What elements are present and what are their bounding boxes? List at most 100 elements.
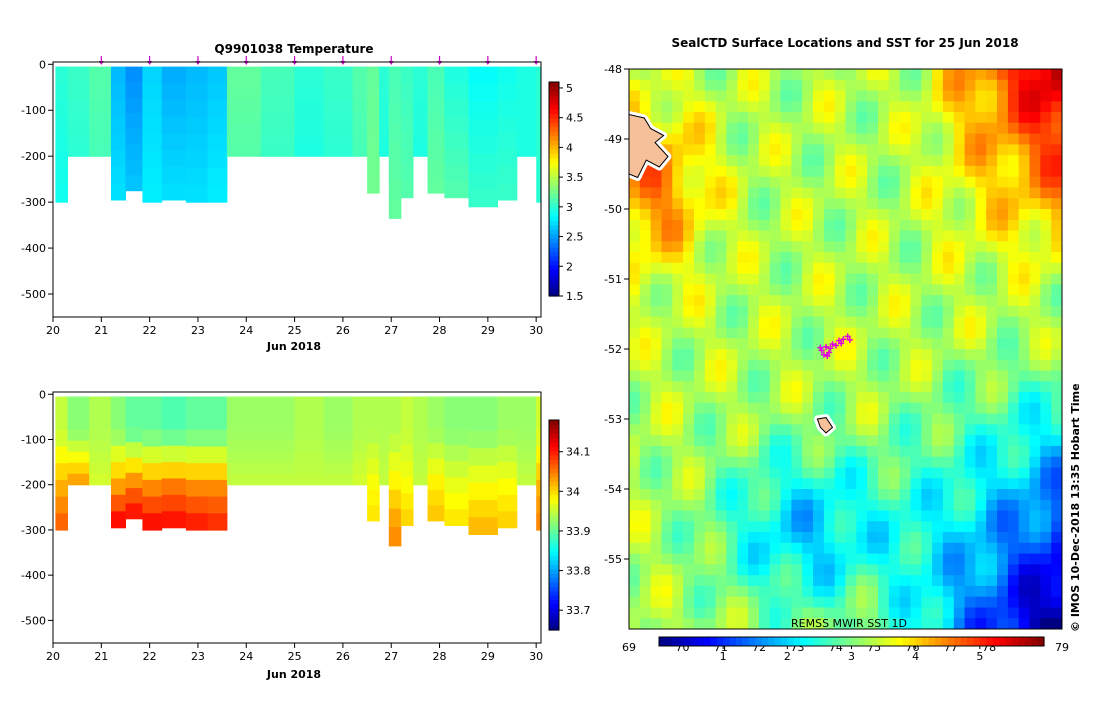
sst-cell (1007, 596, 1020, 609)
sst-cell (986, 349, 998, 361)
sst-cell (997, 327, 1009, 339)
profile-cell (367, 427, 380, 444)
sst-cell (802, 176, 814, 189)
profile-cell (444, 493, 470, 510)
sst-cell (802, 564, 814, 576)
sst-cell (748, 521, 760, 533)
sst-cell (758, 144, 771, 156)
sst-cell (639, 252, 652, 264)
sst-cell (867, 499, 879, 512)
profile-cell (294, 100, 325, 112)
sst-cell (758, 456, 771, 469)
sst-cell (856, 402, 868, 415)
sst-cell (813, 155, 825, 167)
sst-cell (737, 445, 749, 458)
colorbar-segment (716, 637, 724, 646)
sst-cell (878, 521, 890, 533)
sst-cell (888, 165, 901, 178)
colorbar-segment (954, 637, 962, 646)
sst-cell (964, 392, 976, 404)
sst-cell (780, 381, 792, 393)
profile-cell (67, 77, 90, 90)
profile-cell (207, 413, 228, 431)
profile-cell (379, 473, 390, 486)
sst-cell (694, 155, 706, 167)
sst-cell (932, 209, 944, 221)
sst-cell (899, 499, 911, 512)
sst-cell (867, 349, 879, 361)
sst-cell (683, 165, 695, 178)
profile-cell (367, 458, 380, 475)
sst-cell (748, 176, 760, 189)
colorbar-segment (549, 229, 559, 235)
profile-cell (367, 177, 380, 194)
sst-cell (758, 219, 771, 232)
sst-cell (650, 585, 662, 598)
sst-cell (813, 478, 825, 490)
sst-cell (932, 219, 944, 232)
sst-cell (629, 532, 641, 544)
sst-cell (1007, 510, 1020, 522)
sst-cell (791, 402, 803, 415)
sst-row (629, 564, 1062, 576)
profile-cell (89, 396, 112, 409)
sst-cell (704, 456, 717, 469)
sst-cell (823, 79, 836, 92)
sst-cell (932, 467, 944, 479)
sst-cell (942, 69, 955, 81)
sst-cell (856, 489, 868, 501)
sst-cell (986, 381, 998, 393)
sst-cell (694, 618, 706, 629)
sst-cell (1040, 305, 1052, 318)
profile-cell (260, 145, 296, 157)
sst-cell (748, 90, 760, 102)
sst-cell (899, 284, 911, 296)
seal-position-marker (844, 333, 851, 340)
sst-cell (639, 209, 652, 221)
sst-cell (867, 424, 879, 436)
sst-cell (715, 316, 727, 329)
seal-position-marker (827, 345, 834, 352)
sst-cell (953, 69, 966, 81)
colorbar-segment (549, 450, 559, 456)
sst-cell (910, 445, 922, 458)
sst-cell (748, 359, 760, 372)
sst-cell (1018, 69, 1031, 81)
sst-cell (650, 262, 662, 275)
sst-cell (629, 435, 641, 447)
sst-cell (661, 478, 673, 490)
sst-cell (1040, 252, 1052, 264)
profile-cell (444, 83, 470, 100)
profile-cell (185, 185, 209, 203)
profile-cell (352, 462, 368, 475)
sst-cell (1018, 144, 1031, 156)
sst-cell (726, 295, 738, 307)
sst-cell (888, 209, 901, 221)
sst-cell (813, 564, 825, 576)
sst-cell (802, 413, 814, 425)
x-tick-label: 30 (529, 324, 543, 337)
colorbar-segment (909, 637, 917, 646)
sst-cell (845, 252, 857, 264)
colorbar-segment (549, 108, 559, 114)
sst-cell (715, 359, 727, 372)
sst-cell (737, 133, 749, 145)
profile-cell (413, 111, 428, 124)
sst-cell (997, 209, 1009, 221)
sst-cell (737, 532, 749, 544)
profile-column (142, 66, 163, 203)
sst-cell (726, 219, 738, 232)
sst-cell (845, 618, 857, 629)
profile-cell (444, 148, 470, 166)
sst-cell (910, 489, 922, 501)
profile-cell (536, 66, 542, 85)
sst-cell (758, 596, 771, 609)
profile-cell (111, 149, 126, 168)
colorbar-segment (691, 637, 699, 646)
sst-cell (1029, 176, 1041, 189)
sst-cell (704, 295, 717, 307)
sst-cell (1007, 284, 1020, 296)
sst-cell (878, 155, 890, 167)
colorbar-segment (549, 581, 559, 587)
sst-cell (834, 510, 847, 522)
